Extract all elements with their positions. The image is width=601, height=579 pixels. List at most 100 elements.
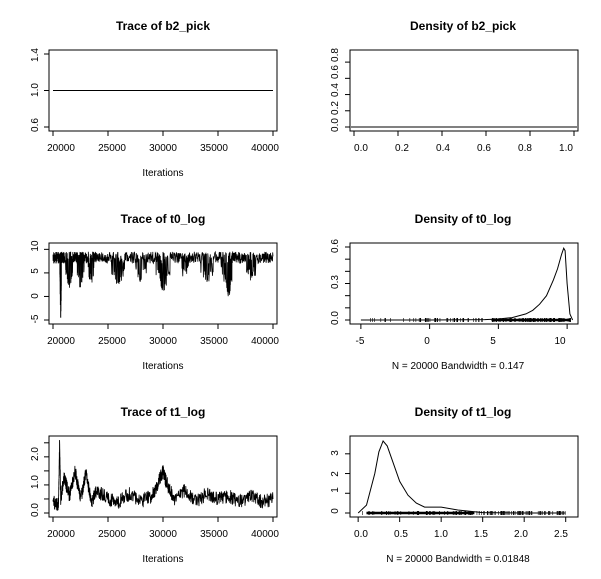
x-axis-label: N = 20000 Bandwidth = 0.01848: [386, 554, 530, 565]
y-tick-label: 10: [30, 240, 41, 252]
x-tick-labels: 20000 25000 30000 35000 40000: [47, 529, 279, 540]
x-tick-labels: 20000 25000 30000 35000 40000: [47, 336, 279, 347]
y-axis: [345, 61, 351, 128]
y-axis: [345, 453, 351, 514]
y-tick-labels: -5 0 5 10: [30, 240, 41, 323]
x-tick-label: 10: [554, 336, 566, 347]
y-tick-label: 1.0: [30, 83, 41, 97]
x-tick-label: 0.4: [436, 143, 450, 154]
x-tick-labels: 0.0 0.2 0.4 0.6 0.8 1.0: [354, 143, 573, 154]
trace-line: [52, 250, 274, 318]
x-tick-labels: 20000 25000 30000 35000 40000: [47, 143, 279, 154]
x-tick-label: 20000: [47, 143, 75, 154]
x-tick-label: 0.6: [477, 143, 491, 154]
x-tick-label: 5: [490, 336, 496, 347]
x-axis-label: Iterations: [142, 554, 183, 565]
chart-title: Trace of t1_log: [121, 405, 206, 419]
x-tick-label: 1.0: [434, 529, 448, 540]
density-marks: [360, 246, 574, 322]
chart-title: Trace of b2_pick: [116, 19, 210, 33]
x-tick-label: 35000: [200, 143, 228, 154]
density-curve: [360, 246, 574, 321]
chart-title: Density of t0_log: [415, 212, 512, 226]
x-axis-label: Iterations: [142, 361, 183, 372]
y-tick-label: 0.2: [330, 101, 341, 115]
panel-density-t0-log: Density of t0_log -5 0 5 10 0.0 0.3 0.6 …: [330, 212, 579, 372]
y-tick-label: 0.6: [330, 65, 341, 79]
x-tick-label: 40000: [251, 529, 279, 540]
y-axis: [345, 246, 351, 321]
panel-density-b2-pick: Density of b2_pick 0.0 0.2 0.4 0.6 0.8 1…: [330, 19, 579, 154]
density-marks: [357, 440, 566, 515]
x-tick-label: 0.0: [354, 143, 368, 154]
y-tick-label: 3: [330, 450, 341, 456]
x-axis-label: N = 20000 Bandwidth = 0.147: [392, 361, 525, 372]
x-tick-label: -5: [356, 336, 365, 347]
y-tick-label: 1: [330, 487, 341, 493]
y-tick-label: 2.0: [30, 447, 41, 461]
x-tick-label: 0.8: [518, 143, 532, 154]
y-axis: [44, 53, 50, 128]
y-tick-label: 1.0: [30, 475, 41, 489]
y-tick-labels: 0 1 2 3: [330, 450, 341, 514]
x-tick-label: 0.2: [395, 143, 409, 154]
y-tick-label: 0.6: [30, 118, 41, 132]
y-tick-label: 0.8: [330, 48, 341, 62]
x-tick-label: 0.5: [394, 529, 408, 540]
rug-marks: [370, 318, 571, 322]
x-tick-label: 1.5: [474, 529, 488, 540]
y-tick-labels: 0.0 1.0 2.0: [30, 447, 41, 517]
x-tick-labels: -5 0 5 10: [356, 336, 566, 347]
panel-density-t1-log: Density of t1_log 0.0 0.5 1.0 1.5 2.0 2.…: [330, 405, 579, 565]
y-tick-label: 1.4: [30, 48, 41, 62]
x-tick-label: 1.0: [559, 143, 573, 154]
rug-marks: [362, 511, 566, 515]
y-tick-label: 0.6: [330, 239, 341, 253]
trace-marks: [52, 439, 274, 511]
chart-title: Density of t1_log: [415, 405, 512, 419]
chart-title: Trace of t0_log: [121, 212, 206, 226]
x-axis: [357, 516, 567, 522]
x-tick-label: 35000: [200, 529, 228, 540]
x-tick-label: 0.0: [354, 529, 368, 540]
y-tick-label: 2: [330, 471, 341, 477]
trace-marks: [52, 250, 274, 318]
y-tick-label: 0.0: [330, 118, 341, 132]
x-tick-label: 0: [424, 336, 430, 347]
x-tick-label: 20000: [47, 336, 75, 347]
plot-frame: [349, 242, 579, 325]
y-axis: [44, 442, 50, 514]
y-tick-label: 0: [30, 293, 41, 299]
x-axis: [52, 516, 274, 522]
y-tick-label: 5: [30, 268, 41, 274]
x-axis-label: Iterations: [142, 168, 183, 179]
y-tick-labels: 0.0 0.2 0.4 0.6 0.8: [330, 48, 341, 132]
x-axis: [353, 130, 575, 136]
x-tick-label: 2.0: [514, 529, 528, 540]
panel-trace-t0-log: Trace of t0_log 20000 25000 30000 35000 …: [30, 212, 279, 372]
y-tick-labels: 0.6 1.0 1.4: [30, 48, 41, 132]
panel-trace-t1-log: Trace of t1_log 20000 25000 30000 35000 …: [30, 405, 279, 565]
x-axis: [52, 323, 274, 329]
plot-frame: [48, 435, 278, 518]
x-tick-label: 25000: [98, 143, 126, 154]
x-tick-labels: 0.0 0.5 1.0 1.5 2.0 2.5: [354, 529, 568, 540]
y-axis: [44, 248, 50, 321]
y-tick-label: 0.0: [330, 311, 341, 325]
x-tick-label: 30000: [149, 529, 177, 540]
x-tick-label: 40000: [251, 143, 279, 154]
x-tick-label: 40000: [251, 336, 279, 347]
x-axis: [360, 323, 568, 329]
x-tick-label: 25000: [98, 336, 126, 347]
x-tick-label: 20000: [47, 529, 75, 540]
x-tick-label: 30000: [149, 336, 177, 347]
x-tick-label: 35000: [200, 336, 228, 347]
y-tick-label: 0.0: [30, 503, 41, 517]
chart-title: Density of b2_pick: [410, 19, 516, 33]
plot-frame: [349, 49, 579, 132]
x-tick-label: 2.5: [554, 529, 568, 540]
x-tick-label: 30000: [149, 143, 177, 154]
x-tick-label: 25000: [98, 529, 126, 540]
y-tick-label: -5: [30, 314, 41, 323]
